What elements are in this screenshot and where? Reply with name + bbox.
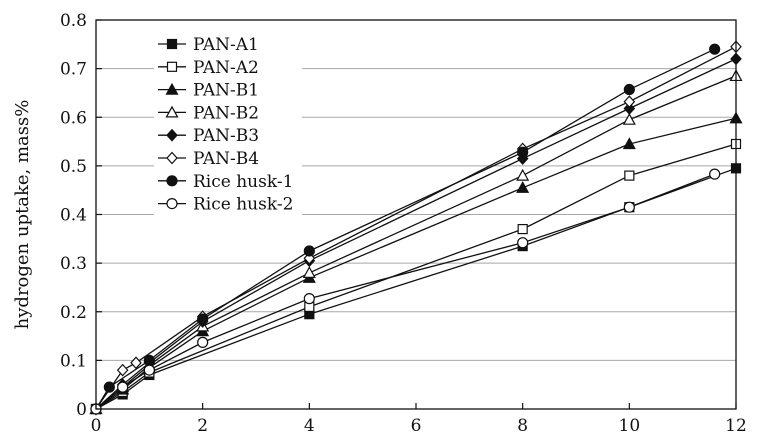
y-tick-label: 0.1 <box>60 351 87 371</box>
legend-label: PAN-B4 <box>193 149 259 169</box>
legend-entry: PAN-B2 <box>158 103 259 123</box>
data-point <box>516 168 530 181</box>
legend-marker <box>166 175 178 187</box>
legend-label: PAN-A2 <box>193 58 259 78</box>
data-point <box>130 356 142 370</box>
data-point <box>197 336 209 348</box>
data-point <box>303 245 315 257</box>
data-point <box>623 201 635 213</box>
legend-label: Rice husk-1 <box>193 172 293 192</box>
legend-label: PAN-B2 <box>193 103 259 123</box>
legend-marker <box>166 151 178 165</box>
data-point <box>517 223 528 235</box>
x-tick-label: 6 <box>411 416 422 436</box>
legend-entry: PAN-B4 <box>158 149 259 169</box>
data-point <box>517 237 529 249</box>
data-point <box>622 137 636 150</box>
data-point <box>303 293 315 305</box>
y-tick-label: 0.2 <box>60 303 87 323</box>
series-6 <box>90 40 742 416</box>
data-point <box>302 266 316 278</box>
y-tick-label: 0.8 <box>60 11 87 31</box>
y-tick-label: 0.6 <box>60 108 87 128</box>
data-point <box>143 364 155 376</box>
data-point <box>709 168 721 180</box>
y-tick-label: 0 <box>76 400 87 420</box>
data-point <box>623 95 636 109</box>
legend-marker <box>166 38 178 50</box>
data-point <box>516 181 530 193</box>
legend-entry: Rice husk-1 <box>158 172 293 192</box>
y-axis-label: hydrogen uptake, mass% <box>12 100 33 330</box>
legend-label: PAN-B1 <box>193 81 259 101</box>
series-line <box>95 48 715 410</box>
legend-entry: PAN-B1 <box>158 81 259 101</box>
data-point <box>303 251 316 265</box>
legend-marker <box>165 105 179 118</box>
y-tick-label: 0.4 <box>60 206 87 226</box>
y-tick-label: 0.3 <box>60 254 87 274</box>
legend-label: Rice husk-2 <box>193 195 293 215</box>
x-tick-label: 12 <box>725 416 747 436</box>
legend-label: PAN-A1 <box>193 35 259 55</box>
legend-marker <box>165 82 179 95</box>
data-point <box>517 146 529 158</box>
series-line <box>95 58 737 410</box>
x-tick-label: 8 <box>517 416 528 436</box>
x-tick-label: 4 <box>304 416 315 436</box>
legend-entry: PAN-B3 <box>158 126 259 146</box>
x-tick-label: 10 <box>619 416 641 436</box>
data-point <box>623 102 636 115</box>
series-layer <box>89 40 743 416</box>
x-tick-label: 0 <box>91 416 102 436</box>
legend-background <box>154 31 302 216</box>
legend-label: PAN-B3 <box>193 126 259 146</box>
legend-entry: PAN-A2 <box>158 58 259 78</box>
data-point <box>623 83 635 96</box>
data-point <box>709 43 721 55</box>
axis-ticks: 0 0.1 0.2 0.3 0.4 0.5 0.6 0.7 0.8 0 2 4 6 8 10 12 <box>60 11 747 436</box>
legend-marker <box>166 61 178 72</box>
legend-marker <box>166 128 178 142</box>
data-point <box>103 381 115 393</box>
legend-entry: PAN-A1 <box>158 35 259 55</box>
legend-marker <box>166 198 178 210</box>
y-tick-label: 0.7 <box>60 60 87 80</box>
legend-entry: Rice husk-2 <box>158 195 293 215</box>
y-tick-label: 0.5 <box>60 157 87 177</box>
data-point <box>197 313 209 325</box>
data-point <box>117 381 129 393</box>
data-point <box>624 170 635 181</box>
data-point <box>116 363 129 377</box>
series-7 <box>90 43 721 415</box>
data-point <box>143 354 155 366</box>
x-tick-label: 2 <box>197 416 208 436</box>
data-point <box>622 112 636 125</box>
